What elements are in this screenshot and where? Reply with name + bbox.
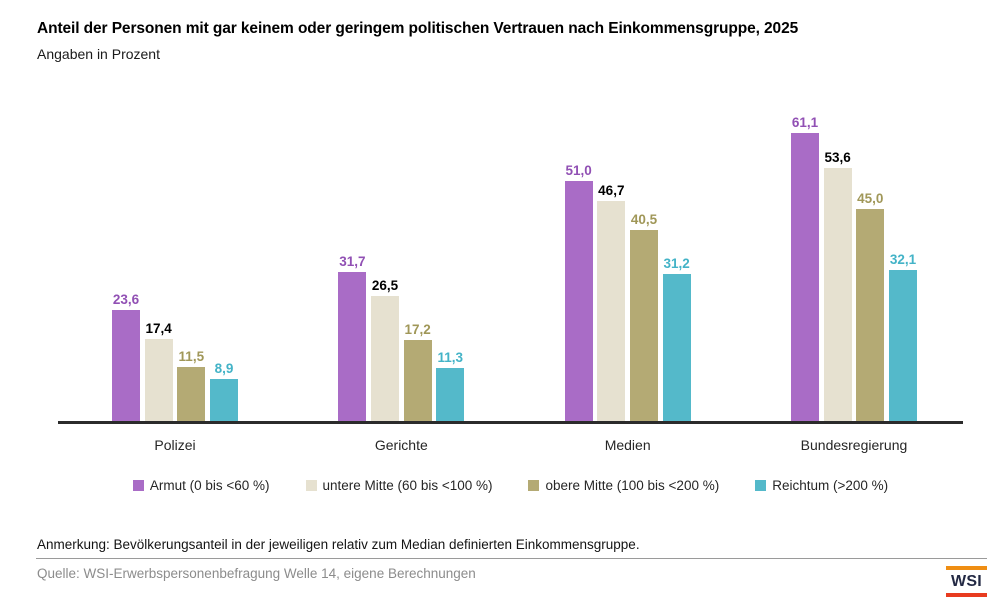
category-label: Bundesregierung [800,437,908,453]
bar-value-label: 17,4 [145,320,172,336]
bar-value-label: 31,7 [339,253,366,269]
legend-swatch-obere-mitte [528,480,540,491]
wsi-logo: WSI [946,566,987,597]
bar [564,181,593,421]
bar-unit: 45,0 [856,190,885,421]
bar [209,379,238,421]
bar-unit: 31,7 [338,253,367,421]
wsi-logo-text: WSI [950,572,983,590]
legend-item-label: Armut (0 bis <60 %) [149,478,270,493]
legend-item-obere-mitte: obere Mitte (100 bis <200 %) [528,478,719,493]
category-label: Medien [604,437,651,453]
category-label: Polizei [154,437,196,453]
note-text: Anmerkung: Bevölkerungsanteil in der jew… [37,537,640,552]
legend-swatch-untere-mitte [305,480,317,491]
bar-unit: 53,6 [823,149,852,421]
bar-value-label: 26,5 [371,277,399,293]
bar-value-label: 11,5 [178,348,205,364]
page-title: Anteil der Personen mit gar keinem oder … [37,20,799,37]
bar-value-label: 11,3 [437,349,464,365]
bar-group: 51,0 46,7 40,5 31,2 [564,162,691,421]
bar-value-label: 45,0 [857,190,884,206]
bar [790,133,819,421]
bar-unit: 23,6 [112,291,140,421]
wsi-logo-bottom-bar [946,593,987,597]
bar-value-label: 23,6 [112,291,140,307]
bar [597,201,626,421]
legend-item-reichtum: Reichtum (>200 %) [755,478,888,493]
bar [629,230,658,421]
bar-unit: 11,3 [436,349,465,421]
legend-item-label: Reichtum (>200 %) [772,478,889,493]
bar-value-label: 46,7 [598,182,625,198]
wsi-logo-top-bar [946,566,987,570]
bar-value-label: 53,6 [824,149,851,165]
bar [338,272,367,421]
legend-item-untere-mitte: untere Mitte (60 bis <100 %) [305,478,493,493]
bar [177,367,206,421]
legend-item-label: obere Mitte (100 bis <200 %) [545,478,720,493]
category-axis: Polizei Gerichte Medien Bundesregierung [58,437,963,453]
bar-chart: 23,6 17,4 11,5 8,9 31,7 26,5 17,2 11,3 51,0 46,7 4… [58,112,963,424]
bar-group: 61,1 53,6 45,0 32,1 [790,114,917,421]
source-text: Quelle: WSI-Erwerbspersonenbefragung Wel… [37,566,476,581]
bar-group: 31,7 26,5 17,2 11,3 [338,253,465,421]
bar-unit: 11,5 [177,348,206,421]
bar [662,274,691,421]
category-label: Gerichte [374,437,428,453]
bar-unit: 17,2 [403,321,432,421]
bar [144,339,173,421]
bar-value-label: 31,2 [663,255,690,271]
legend: Armut (0 bis <60 %) untere Mitte (60 bis… [58,478,963,493]
bar-value-label: 32,1 [889,251,917,267]
bar [436,368,465,421]
bar-value-label: 40,5 [630,211,658,227]
legend-swatch-armut [132,480,144,491]
bar [112,310,140,421]
bar-value-label: 17,2 [404,321,431,337]
bar-unit: 17,4 [144,320,173,421]
bar-unit: 31,2 [662,255,691,421]
bar-unit: 46,7 [597,182,626,421]
bar [370,296,399,421]
legend-swatch-reichtum [755,480,767,491]
bar-unit: 32,1 [888,251,917,421]
bar-group: 23,6 17,4 11,5 8,9 [112,291,238,421]
bar-value-label: 51,0 [565,162,592,178]
bar [403,340,432,421]
bar-unit: 51,0 [564,162,593,421]
legend-item-label: untere Mitte (60 bis <100 %) [322,478,493,493]
bar [888,270,917,421]
bar-unit: 8,9 [209,360,238,421]
chart-subtitle: Angaben in Prozent [37,46,160,62]
bar-unit: 26,5 [370,277,399,421]
bar-unit: 40,5 [629,211,658,421]
legend-item-armut: Armut (0 bis <60 %) [132,478,270,493]
bar-unit: 61,1 [790,114,819,421]
footer-divider [36,558,987,559]
bar-value-label: 61,1 [791,114,819,130]
bar [856,209,885,421]
bar [823,168,852,421]
bar-value-label: 8,9 [214,360,234,376]
